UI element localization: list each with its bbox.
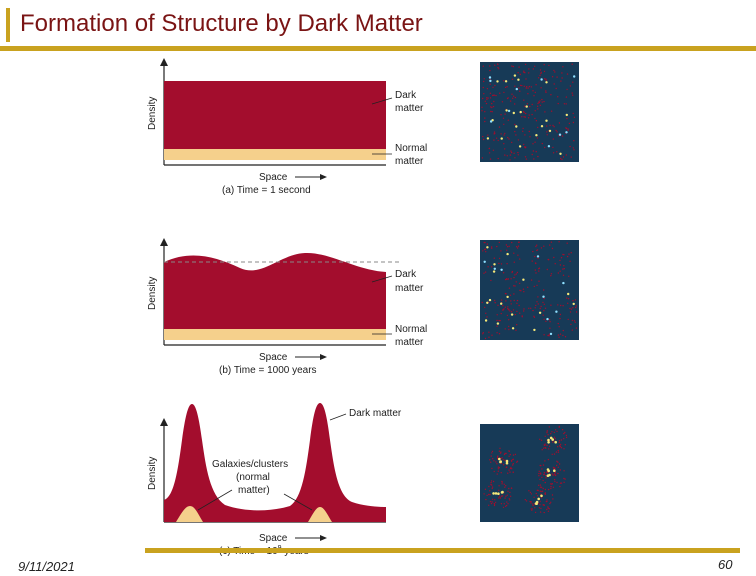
panel-c-galaxy-label-1: Galaxies/clusters [212, 459, 288, 470]
panel-a-dark-label-2: matter [395, 103, 424, 114]
panel-c-dark-matter-region [164, 403, 386, 522]
simulation-image-b [480, 240, 579, 340]
panel-c-galaxy-peak-2 [308, 507, 332, 522]
panel-c-dark-label: Dark matter [349, 408, 402, 419]
panel-b-dark-label-2: matter [395, 283, 424, 294]
panel-a-normal-label-2: matter [395, 156, 424, 167]
panel-a-dark-label-1: Dark [395, 90, 417, 101]
simulation-image-c-particles [483, 425, 568, 514]
panel-a-dark-matter-region [164, 81, 386, 149]
panel-b-normal-label-2: matter [395, 337, 424, 348]
panel-a-x-label: Space [259, 172, 288, 183]
slide-title: Formation of Structure by Dark Matter [20, 10, 423, 37]
panel-c-galaxy-label-3: matter) [238, 485, 270, 496]
panel-b-caption: (b) Time = 1000 years [219, 365, 317, 376]
panel-a-normal-matter-region [164, 149, 386, 160]
title-accent-bar [6, 8, 10, 42]
panel-a-y-label: Density [147, 97, 158, 130]
panel-b-x-label: Space [259, 352, 288, 363]
panel-b-normal-matter-region [164, 329, 386, 340]
footer-date: 9/11/2021 [18, 559, 75, 574]
panel-a-caption: (a) Time = 1 second [222, 185, 311, 196]
simulation-image-c [480, 424, 579, 522]
panel-b-dark-matter-region [164, 252, 386, 329]
panel-b-y-label: Density [147, 277, 158, 310]
title-underline-rule [0, 46, 756, 51]
panel-c-galaxy-label-2: (normal [236, 472, 270, 483]
simulation-image-b-particles [481, 241, 578, 340]
panel-a-normal-label-1: Normal [395, 143, 427, 154]
panel-a: Density Dark matter Normal matter Space … [147, 58, 427, 196]
panel-b-dark-label-1: Dark [395, 269, 417, 280]
panel-b: Density Dark matter Normal matter Space … [147, 238, 427, 376]
panel-a-y-arrow [160, 58, 168, 66]
simulation-image-a-particles [481, 63, 576, 161]
page-number: 60 [718, 557, 733, 572]
simulation-image-a [480, 62, 579, 162]
panel-b-normal-label-1: Normal [395, 324, 427, 335]
panel-c: Density Dark matter Galaxies/clusters (n… [147, 403, 402, 557]
footer-rule [145, 548, 740, 553]
panel-c-galaxy-peak-1 [176, 506, 203, 522]
panel-c-x-label: Space [259, 533, 288, 544]
panel-c-y-label: Density [147, 457, 158, 490]
